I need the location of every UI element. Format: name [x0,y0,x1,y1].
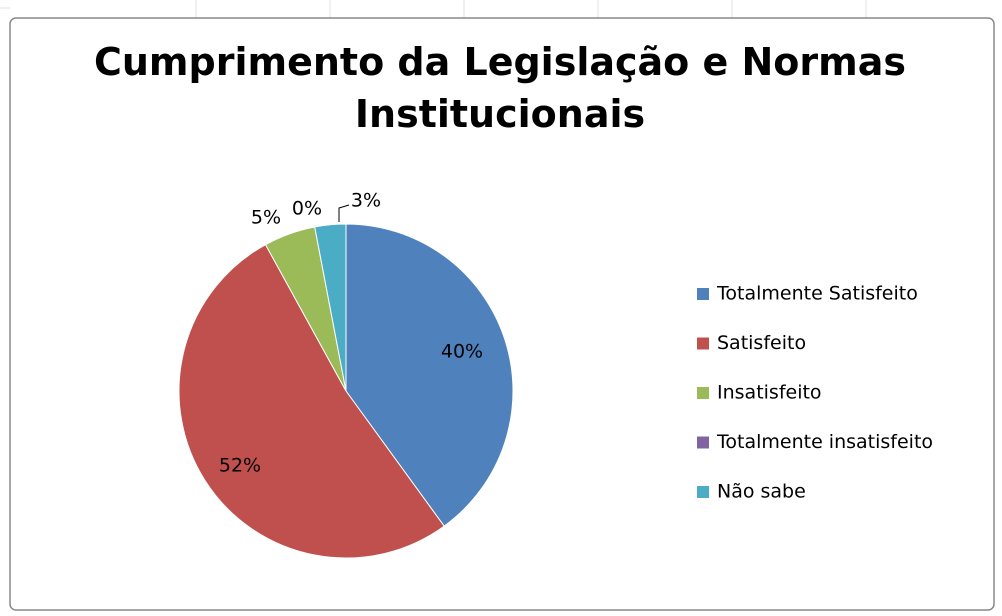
pie-slice [314,223,347,392]
legend-label: Satisfeito [717,332,806,354]
legend-swatch [697,337,709,350]
legend-swatch [697,486,709,498]
pie-slice [178,243,445,559]
legend-label: Insatisfeito [717,382,822,404]
legend-swatch [697,436,709,449]
sheet-grid [0,0,867,18]
chart-title: Cumprimento da Legislação e Normas Insti… [93,40,906,136]
data-label: 3% [351,190,381,212]
data-label: 0% [292,198,322,220]
data-label: 5% [251,207,281,229]
leader-line [338,204,350,222]
data-label: 40% [441,341,483,363]
legend-label: Totalmente insatisfeito [716,431,933,453]
legend-label: Totalmente Satisfeito [716,283,918,305]
data-label: 52% [219,455,261,477]
legend-swatch [697,288,709,300]
pie-slice [345,223,514,527]
legend-label: Não sabe [717,481,806,503]
legend-swatch [697,387,709,399]
